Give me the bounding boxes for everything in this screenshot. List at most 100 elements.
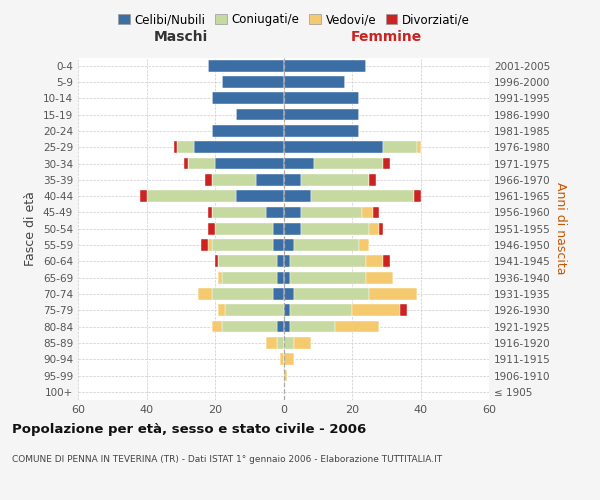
Bar bbox=[215, 256, 218, 267]
Bar bbox=[366, 256, 383, 267]
Bar bbox=[198, 288, 212, 300]
Text: COMUNE DI PENNA IN TEVERINA (TR) - Dati ISTAT 1° gennaio 2006 - Elaborazione TUT: COMUNE DI PENNA IN TEVERINA (TR) - Dati … bbox=[12, 456, 442, 464]
Bar bbox=[284, 174, 301, 186]
Bar bbox=[208, 60, 284, 72]
Bar bbox=[311, 190, 413, 202]
Bar bbox=[205, 174, 212, 186]
Text: Femmine: Femmine bbox=[350, 30, 422, 44]
Bar bbox=[294, 337, 311, 349]
Bar bbox=[284, 190, 311, 202]
Bar bbox=[284, 158, 314, 170]
Bar bbox=[284, 256, 290, 267]
Bar bbox=[222, 76, 284, 88]
Bar bbox=[284, 304, 290, 316]
Bar bbox=[284, 320, 290, 332]
Bar bbox=[222, 272, 277, 283]
Bar bbox=[383, 158, 389, 170]
Bar bbox=[294, 288, 369, 300]
Bar bbox=[218, 256, 277, 267]
Bar bbox=[218, 272, 222, 283]
Bar bbox=[284, 92, 359, 104]
Bar bbox=[400, 304, 407, 316]
Bar bbox=[290, 256, 366, 267]
Bar bbox=[146, 190, 236, 202]
Bar bbox=[273, 223, 284, 234]
Bar bbox=[290, 272, 366, 283]
Bar bbox=[225, 304, 284, 316]
Bar bbox=[277, 272, 284, 283]
Bar bbox=[277, 256, 284, 267]
Bar bbox=[413, 190, 421, 202]
Bar bbox=[212, 320, 222, 332]
Legend: Celibi/Nubili, Coniugati/e, Vedovi/e, Divorziati/e: Celibi/Nubili, Coniugati/e, Vedovi/e, Di… bbox=[113, 8, 475, 31]
Bar bbox=[284, 354, 294, 365]
Bar bbox=[273, 239, 284, 251]
Bar bbox=[284, 272, 290, 283]
Bar bbox=[359, 239, 369, 251]
Bar bbox=[366, 272, 393, 283]
Bar bbox=[273, 288, 284, 300]
Bar bbox=[222, 320, 277, 332]
Bar bbox=[284, 206, 301, 218]
Bar bbox=[301, 223, 369, 234]
Bar bbox=[174, 142, 178, 153]
Bar bbox=[277, 337, 284, 349]
Bar bbox=[212, 288, 273, 300]
Bar bbox=[284, 142, 383, 153]
Bar bbox=[178, 142, 194, 153]
Bar bbox=[373, 206, 379, 218]
Bar bbox=[212, 174, 256, 186]
Bar bbox=[236, 190, 284, 202]
Bar bbox=[208, 239, 212, 251]
Bar bbox=[284, 223, 301, 234]
Bar bbox=[362, 206, 373, 218]
Bar bbox=[208, 223, 215, 234]
Bar bbox=[202, 239, 208, 251]
Bar bbox=[284, 288, 294, 300]
Bar bbox=[256, 174, 284, 186]
Bar bbox=[236, 108, 284, 120]
Bar bbox=[266, 337, 277, 349]
Bar bbox=[208, 206, 212, 218]
Bar bbox=[212, 206, 266, 218]
Bar bbox=[290, 320, 335, 332]
Bar bbox=[314, 158, 383, 170]
Bar bbox=[212, 92, 284, 104]
Bar bbox=[266, 206, 284, 218]
Bar bbox=[284, 108, 359, 120]
Bar bbox=[284, 60, 366, 72]
Bar bbox=[284, 370, 287, 382]
Bar bbox=[284, 76, 345, 88]
Bar bbox=[417, 142, 421, 153]
Bar bbox=[215, 158, 284, 170]
Bar bbox=[277, 320, 284, 332]
Bar bbox=[301, 206, 362, 218]
Bar bbox=[335, 320, 379, 332]
Bar bbox=[280, 354, 284, 365]
Y-axis label: Anni di nascita: Anni di nascita bbox=[554, 182, 567, 275]
Y-axis label: Fasce di età: Fasce di età bbox=[25, 192, 37, 266]
Bar bbox=[369, 174, 376, 186]
Bar bbox=[284, 239, 294, 251]
Bar bbox=[301, 174, 369, 186]
Text: Popolazione per età, sesso e stato civile - 2006: Popolazione per età, sesso e stato civil… bbox=[12, 422, 366, 436]
Bar bbox=[383, 256, 389, 267]
Bar bbox=[383, 142, 417, 153]
Bar bbox=[184, 158, 188, 170]
Bar bbox=[212, 239, 273, 251]
Bar bbox=[352, 304, 400, 316]
Bar bbox=[212, 125, 284, 137]
Bar bbox=[369, 288, 417, 300]
Bar bbox=[290, 304, 352, 316]
Bar bbox=[215, 223, 273, 234]
Bar bbox=[140, 190, 146, 202]
Bar bbox=[369, 223, 379, 234]
Bar bbox=[284, 125, 359, 137]
Bar bbox=[194, 142, 284, 153]
Bar bbox=[294, 239, 359, 251]
Bar bbox=[379, 223, 383, 234]
Bar bbox=[284, 337, 294, 349]
Bar bbox=[218, 304, 225, 316]
Text: Maschi: Maschi bbox=[154, 30, 208, 44]
Bar bbox=[188, 158, 215, 170]
